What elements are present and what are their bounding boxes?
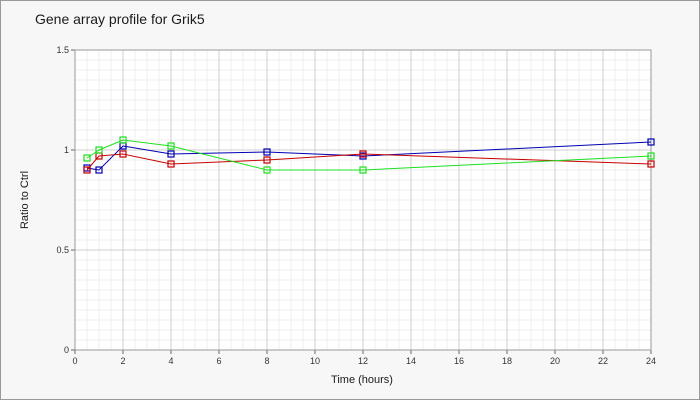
x-axis-label: Time (hours)	[331, 374, 393, 386]
series-line-1	[86, 141, 652, 171]
x-tick-label: 16	[454, 356, 464, 366]
data-point-marker	[647, 138, 655, 146]
data-point-marker	[263, 148, 271, 156]
data-point-marker	[263, 166, 271, 174]
x-tick-label: 18	[502, 356, 512, 366]
data-point-marker	[167, 142, 175, 150]
x-tick-label: 0	[72, 356, 77, 366]
data-point-marker	[647, 152, 655, 160]
x-tick-label: 12	[358, 356, 368, 366]
x-tick-label: 8	[264, 356, 269, 366]
data-point-marker	[119, 136, 127, 144]
data-point-marker	[359, 166, 367, 174]
data-point-marker	[83, 166, 91, 174]
y-tick-label: 1.5	[56, 45, 69, 55]
series-line-3	[86, 139, 652, 171]
x-tick-label: 20	[550, 356, 560, 366]
x-tick-label: 6	[216, 356, 221, 366]
data-point-marker	[359, 150, 367, 158]
data-point-marker	[263, 156, 271, 164]
data-point-marker	[95, 166, 103, 174]
x-tick-label: 4	[168, 356, 173, 366]
y-tick-label: 1	[64, 145, 69, 155]
x-tick-label: 24	[646, 356, 656, 366]
series-line-2	[86, 153, 652, 171]
y-tick-label: 0	[64, 345, 69, 355]
x-tick-label: 2	[120, 356, 125, 366]
x-tick-label: 14	[406, 356, 416, 366]
data-point-marker	[95, 146, 103, 154]
data-point-marker	[83, 154, 91, 162]
data-point-marker	[167, 160, 175, 168]
data-point-marker	[167, 150, 175, 158]
plot-border	[74, 49, 652, 351]
data-point-marker	[647, 160, 655, 168]
x-tick-label: 22	[598, 356, 608, 366]
x-tick-label: 10	[310, 356, 320, 366]
y-tick-label: 0.5	[56, 245, 69, 255]
y-axis-label: Ratio to Ctrl	[19, 171, 31, 229]
data-point-marker	[119, 150, 127, 158]
chart-title: Gene array profile for Grik5	[35, 11, 205, 27]
